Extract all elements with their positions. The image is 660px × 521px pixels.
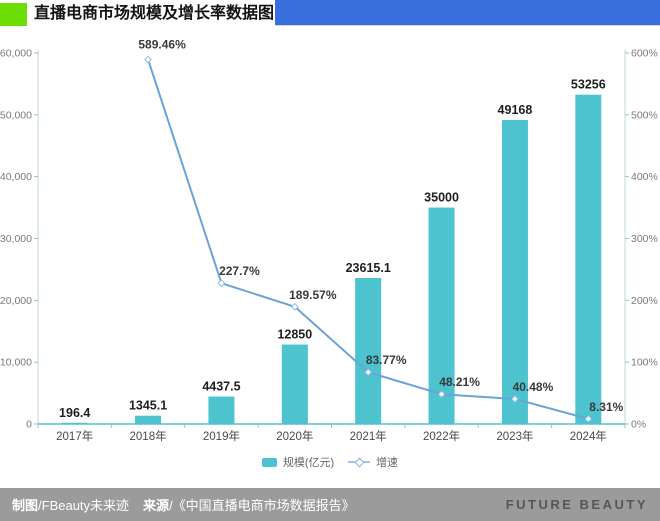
source-text: 来源/《中国直播电商市场数据报告》 xyxy=(143,495,355,514)
x-axis-label: 2021年 xyxy=(350,429,387,443)
right-axis-tick-label: 0% xyxy=(631,419,646,431)
bar-value-label: 4437.5 xyxy=(202,380,240,394)
bar-value-label: 12850 xyxy=(277,328,312,342)
line-marker-icon xyxy=(511,395,519,403)
bar xyxy=(575,94,602,424)
header-accent-blue xyxy=(275,0,660,26)
header-accent-green xyxy=(0,3,27,26)
x-axis-label: 2019年 xyxy=(203,429,240,443)
line-marker-icon xyxy=(584,414,593,423)
right-axis-tick-label: 500% xyxy=(631,109,658,121)
bar xyxy=(501,119,528,424)
left-axis-tick-label: 30,000 xyxy=(0,233,32,245)
bar xyxy=(281,344,308,424)
left-axis-tick-label: 0 xyxy=(26,419,32,431)
credit-label: 制图 xyxy=(12,498,39,513)
line-marker-icon xyxy=(290,302,299,311)
source-label: 来源 xyxy=(143,498,170,513)
credit-value: /FBeauty未来迹 xyxy=(38,498,130,513)
left-axis-tick-label: 50,000 xyxy=(0,109,32,121)
right-axis-tick-label: 600% xyxy=(631,48,658,60)
growth-value-label: 48.21% xyxy=(439,375,480,389)
growth-value-label: 189.57% xyxy=(289,288,337,302)
legend-item-bar: 规模(亿元) xyxy=(261,454,335,470)
line-marker-icon xyxy=(437,390,446,399)
bar-value-label: 53256 xyxy=(571,78,606,92)
line-marker-icon xyxy=(217,279,226,288)
bar-legend-swatch xyxy=(261,457,277,467)
bar xyxy=(135,415,162,424)
source-value: /《中国直播电商市场数据报告》 xyxy=(169,498,355,513)
growth-value-label: 8.31% xyxy=(589,400,623,414)
x-axis-label: 2022年 xyxy=(423,429,460,443)
line-legend-marker-icon xyxy=(348,457,371,467)
brand-logo-text: FUTURE BEAUTY xyxy=(505,497,648,512)
page-footer: 制图/FBeauty未来迹 来源/《中国直播电商市场数据报告》 FUTURE B… xyxy=(0,488,660,521)
line-legend-diamond xyxy=(354,457,365,467)
page-title: 直播电商市场规模及增长率数据图 xyxy=(34,5,275,22)
bar xyxy=(208,396,235,424)
right-axis-tick-label: 400% xyxy=(631,171,658,183)
x-axis-label: 2020年 xyxy=(276,429,313,443)
chart-canvas: 0 10,000 20,000 30,000 40,000 50,000 60,000 0% 1… xyxy=(0,38,658,443)
left-axis-tick-label: 40,000 xyxy=(0,171,32,183)
growth-value-label: 83.77% xyxy=(366,353,407,367)
credit-text: 制图/FBeauty未来迹 xyxy=(12,495,129,514)
legend-item-line: 增速 xyxy=(348,454,398,470)
x-axis-label: 2023年 xyxy=(496,429,533,443)
growth-value-label: 40.48% xyxy=(513,380,554,394)
chart-area: 0 10,000 20,000 30,000 40,000 50,000 60,000 0% 1… xyxy=(0,28,660,478)
bar xyxy=(428,207,455,424)
page-header: 直播电商市场规模及增长率数据图 xyxy=(0,0,660,28)
bar-value-label: 1345.1 xyxy=(129,399,167,413)
left-axis-tick-label: 20,000 xyxy=(0,295,32,307)
right-axis-tick-label: 200% xyxy=(631,295,658,307)
growth-value-label: 589.46% xyxy=(138,38,186,52)
left-axis-tick-label: 10,000 xyxy=(0,357,32,369)
left-axis-tick-label: 60,000 xyxy=(0,48,32,60)
footer-credits: 制图/FBeauty未来迹 来源/《中国直播电商市场数据报告》 xyxy=(12,495,355,514)
bar-value-label: 49168 xyxy=(498,103,533,117)
growth-value-label: 227.7% xyxy=(219,264,260,278)
x-axis-label: 2018年 xyxy=(130,429,167,443)
bar-value-label: 196.4 xyxy=(59,406,90,420)
line-marker-icon xyxy=(364,368,373,377)
chart-legend: 规模(亿元) 增速 xyxy=(0,454,660,470)
bar xyxy=(355,277,382,424)
x-axis-label: 2017年 xyxy=(56,429,93,443)
right-axis-tick-label: 300% xyxy=(631,233,658,245)
right-axis-tick-label: 100% xyxy=(631,357,658,369)
x-axis-label: 2024年 xyxy=(570,429,607,443)
bar xyxy=(61,422,88,424)
bar-value-label: 23615.1 xyxy=(346,261,391,275)
line-marker-icon xyxy=(144,55,152,64)
legend-line-label: 增速 xyxy=(376,457,399,469)
legend-bar-label: 规模(亿元) xyxy=(282,457,335,469)
bar-value-label: 35000 xyxy=(424,191,459,205)
